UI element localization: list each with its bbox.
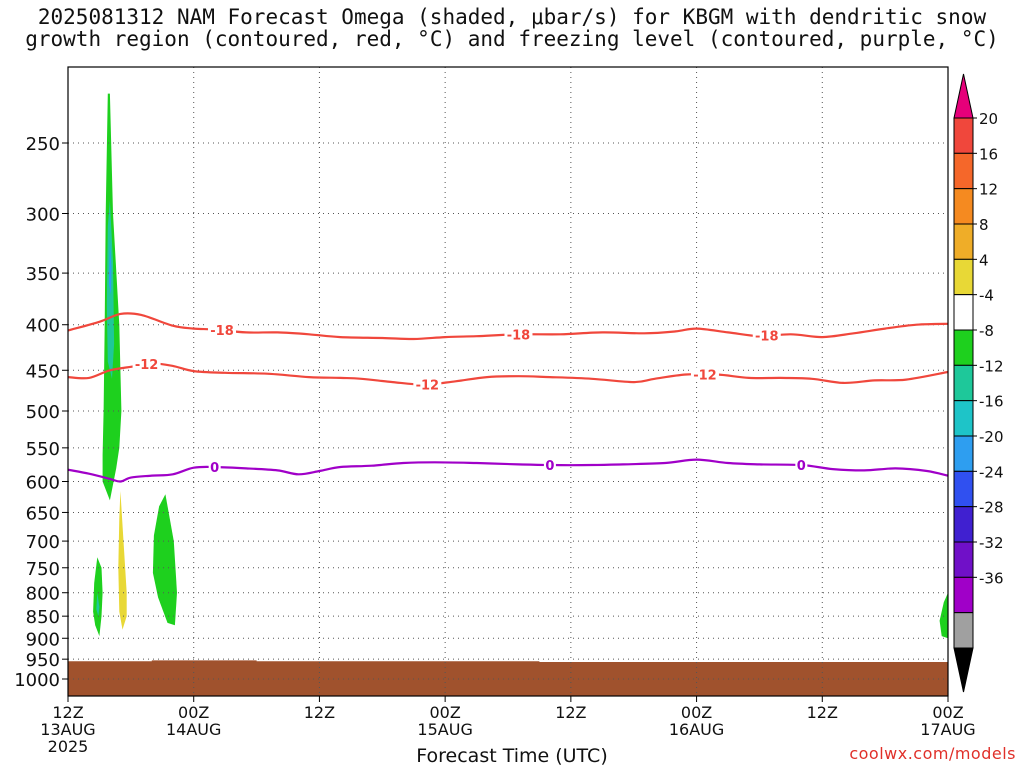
x-tick-label-36-0: 00Z [429,703,460,722]
omega-shade-descent-low [118,491,127,630]
x-tick-label-0-2: 2025 [48,737,89,756]
ground-surface [68,660,948,696]
colorbar-box-6 [953,329,974,366]
contour-label-bg-0C-0 [208,460,221,475]
colorbar-box-5 [953,294,974,331]
contour-label--12C-1: -12 [416,378,440,393]
colorbar-box-12 [953,541,974,578]
colorbar-box-4 [953,258,974,296]
axes: 2503003504004505005506006507007508008509… [14,66,976,756]
colorbar-label-8: -16 [979,393,1004,411]
contour-label-bg--18C-2 [752,328,781,343]
y-tick-label-550: 550 [26,439,60,460]
colorbar-bottom-arrow [953,647,974,693]
colorbar-box-10 [953,470,974,508]
colorbar-label-2: 12 [979,181,998,199]
colorbar: 20 16 12 8 4 -4 -8 -12 -16 -20 -24 -28 -32 -36 [953,73,1004,693]
x-tick-label-60-1: 16AUG [669,720,724,739]
y-tick-label-900: 900 [26,629,60,650]
colorbar-box-2 [953,188,974,225]
colorbar-label-11: -28 [979,499,1004,517]
x-tick-label-0-0: 12Z [52,703,83,722]
contour-label-bg--12C-1 [413,377,442,392]
colorbar-label-13: -36 [979,569,1004,587]
colorbar-label-0: 20 [979,110,998,128]
contour-label--18C-1: -18 [507,328,531,343]
colorbar-top-arrow [953,73,974,119]
contour-label--12C-2: -12 [693,369,717,384]
x-tick-label-72-0: 12Z [807,703,838,722]
y-tick-label-750: 750 [26,559,60,580]
colorbar-label-5: -4 [979,287,994,305]
colorbar-label-10: -24 [979,463,1004,481]
x-tick-label-0-1: 13AUG [40,720,95,739]
colorbar-box-7 [953,364,974,402]
x-axis-label: Forecast Time (UTC) [416,745,608,767]
contour-0C [68,458,948,483]
contour-label-bg-0C-1 [543,458,556,473]
y-tick-label-800: 800 [26,584,60,605]
contour-label--18C-2: -18 [755,330,779,345]
contour-label-0C-1: 0 [545,459,554,474]
colorbar-label-9: -20 [979,428,1004,446]
contour--12C [68,362,948,386]
omega-shade-ascent-upper-core2 [108,238,112,295]
chart-title-line-1: 2025081312 NAM Forecast Omega (shaded, μ… [37,5,987,29]
y-tick-label-350: 350 [26,264,60,285]
colorbar-label-4: 4 [979,251,989,269]
colorbar-box-9 [953,435,974,472]
colorbar-box-0 [953,117,974,154]
colorbar-box-3 [953,223,974,260]
x-tick-label-24-0: 12Z [304,703,335,722]
colorbar-box-13 [953,576,974,614]
contour-label-bg--12C-2 [690,367,719,382]
contour--18C [68,312,948,341]
colorbar-box-14 [953,612,974,649]
chart-title: 2025081312 NAM Forecast Omega (shaded, μ… [0,6,1024,50]
source-credit: coolwx.com/models [849,744,1016,763]
colorbar-label-1: 16 [979,145,998,163]
colorbar-label-12: -32 [979,534,1004,552]
contour-label--12C-0: -12 [135,358,159,373]
y-tick-label-250: 250 [26,134,60,155]
y-tick-label-850: 850 [26,607,60,628]
x-tick-label-48-0: 12Z [555,703,586,722]
colorbar-box-8 [953,400,974,437]
plot-area: -18 -18 -18 -12 -12 -12 0 0 0 [68,67,948,696]
contour-label--18C-0: -18 [210,324,234,339]
contour-label-bg--18C-0 [208,323,236,338]
x-tick-label-36-1: 15AUG [417,720,472,739]
chart-title-line-2: growth region (contoured, red, °C) and f… [25,27,999,51]
colorbar-label-7: -12 [979,357,1004,375]
y-tick-label-300: 300 [26,204,60,225]
y-tick-label-650: 650 [26,503,60,524]
y-tick-label-950: 950 [26,650,60,671]
colorbar-box-11 [953,506,974,543]
x-tick-label-12-0: 00Z [178,703,209,722]
omega-shade-ascent-low-left-core [96,592,100,617]
x-tick-label-84-0: 00Z [932,703,963,722]
contour-label-bg--12C-0 [132,357,161,372]
contour-label-bg--18C-1 [504,327,533,342]
x-tick-label-84-1: 17AUG [920,720,975,739]
y-tick-label-500: 500 [26,402,60,423]
y-tick-label-1000: 1000 [14,670,60,691]
plot-frame [67,66,949,697]
x-tick-label-60-0: 00Z [681,703,712,722]
contour-label-0C-2: 0 [797,459,806,474]
omega-shade-ascent-low-right [939,592,948,639]
colorbar-label-6: -8 [979,322,994,340]
y-tick-label-450: 450 [26,361,60,382]
omega-shade-ascent-low-mid [152,494,177,626]
plot-content: -18 -18 -18 -12 -12 -12 0 0 0 [68,67,948,696]
y-tick-label-400: 400 [26,316,60,337]
y-tick-label-700: 700 [26,532,60,553]
x-tick-label-12-1: 14AUG [166,720,221,739]
colorbar-label-3: 8 [979,216,989,234]
y-tick-label-600: 600 [26,472,60,493]
contour-label-0C-0: 0 [210,461,219,476]
colorbar-box-1 [953,152,974,190]
contour-label-bg-0C-2 [795,458,808,473]
